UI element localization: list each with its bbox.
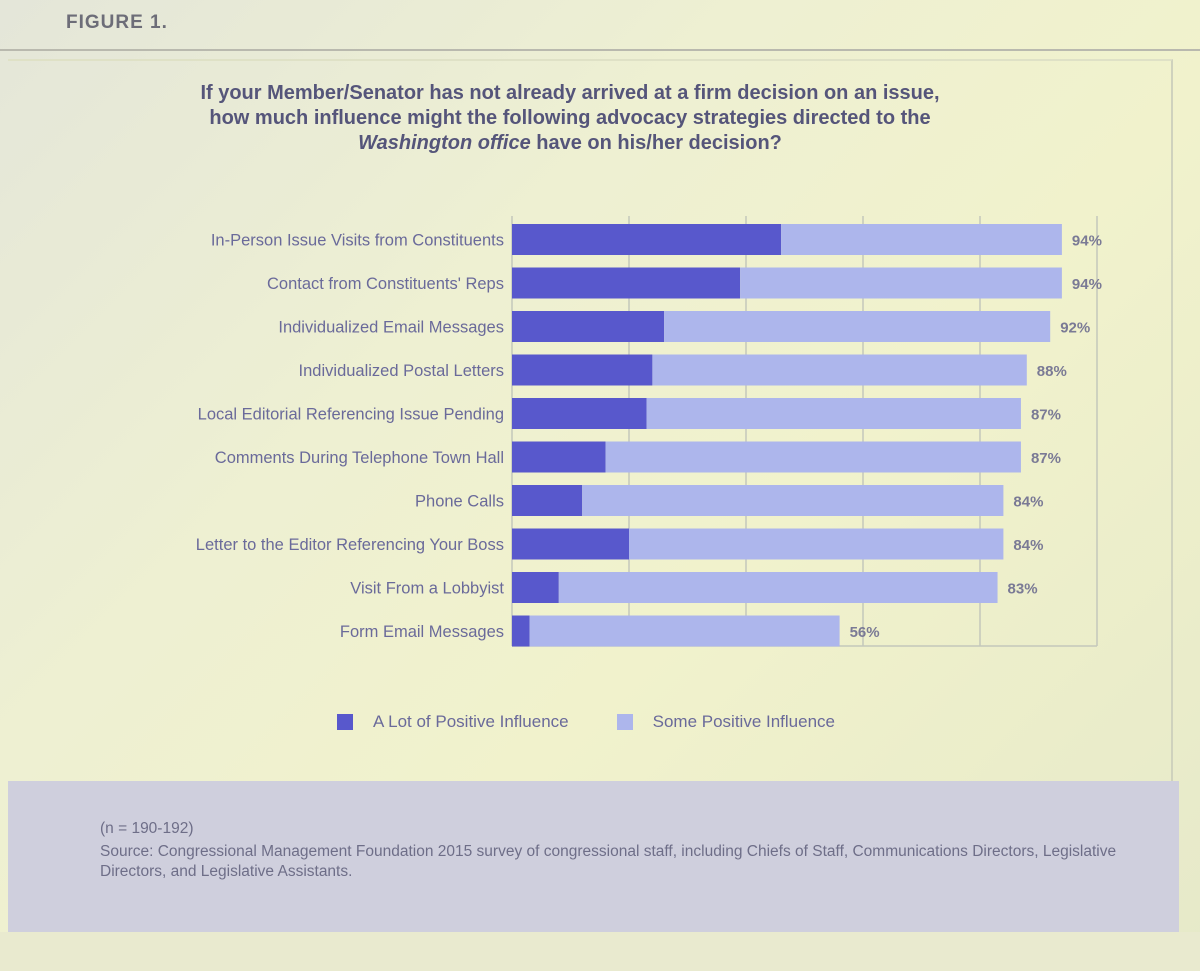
total-value-label: 56% xyxy=(850,624,880,641)
bar-some-positive xyxy=(605,441,1021,473)
stacked-bar-chart: In-Person Issue Visits from Constituents… xyxy=(196,216,1102,647)
category-label: Individualized Postal Letters xyxy=(299,362,504,380)
legend-item-some: Some Positive Influence xyxy=(616,712,836,732)
bar-some-positive xyxy=(664,311,1051,342)
bar-a-lot-positive xyxy=(512,528,629,560)
question-line-1: If your Member/Senator has not already a… xyxy=(200,82,940,104)
category-label: Form Email Messages xyxy=(340,623,504,641)
bar-a-lot-positive xyxy=(512,311,665,342)
total-value-label: 83% xyxy=(1008,581,1038,598)
category-label: Contact from Constituents' Reps xyxy=(267,275,504,293)
total-value-label: 87% xyxy=(1031,407,1061,424)
question-line-3: Washington office have on his/her decisi… xyxy=(120,131,1020,156)
legend-label-some: Some Positive Influence xyxy=(652,712,836,731)
category-label: In-Person Issue Visits from Constituents xyxy=(211,232,504,250)
bar-a-lot-positive xyxy=(512,441,606,473)
bar-some-positive xyxy=(629,528,1004,560)
total-value-label: 92% xyxy=(1060,320,1090,337)
bar-a-lot-positive xyxy=(512,224,782,255)
bar-a-lot-positive xyxy=(512,485,583,516)
total-value-label: 94% xyxy=(1072,233,1102,250)
legend-label-a-lot: A Lot of Positive Influence xyxy=(373,712,569,731)
bar-some-positive xyxy=(740,267,1062,299)
bar-a-lot-positive xyxy=(512,615,530,647)
total-value-label: 84% xyxy=(1013,494,1043,511)
bar-a-lot-positive xyxy=(512,267,741,299)
legend-item-a-lot: A Lot of Positive Influence xyxy=(337,712,569,732)
category-label: Letter to the Editor Referencing Your Bo… xyxy=(196,536,504,554)
bar-some-positive xyxy=(652,354,1027,386)
category-label: Local Editorial Referencing Issue Pendin… xyxy=(198,406,504,424)
chart-panel: If your Member/Senator has not already a… xyxy=(0,51,1200,783)
chart-question: If your Member/Senator has not already a… xyxy=(120,81,1020,156)
bar-a-lot-positive xyxy=(512,572,559,603)
question-line-3-rest: have on his/her decision? xyxy=(530,132,782,154)
bar-some-positive xyxy=(529,615,840,647)
category-label: Phone Calls xyxy=(415,493,504,511)
bar-some-positive xyxy=(646,398,1021,429)
chart-footer: (n = 190-192) Source: Congressional Mana… xyxy=(8,781,1179,932)
legend-swatch-some xyxy=(616,714,633,730)
bar-some-positive xyxy=(781,224,1062,255)
panel-frame xyxy=(8,59,1173,783)
category-label: Individualized Email Messages xyxy=(278,319,504,337)
figure-label: FIGURE 1. xyxy=(66,12,168,33)
category-label: Comments During Telephone Town Hall xyxy=(215,449,504,467)
question-line-2: how much influence might the following a… xyxy=(209,107,931,129)
bar-some-positive xyxy=(582,485,1004,516)
total-value-label: 84% xyxy=(1013,537,1043,554)
total-value-label: 87% xyxy=(1031,450,1061,467)
bottom-strip xyxy=(0,932,1200,971)
legend-swatch-a-lot xyxy=(337,714,353,730)
bar-a-lot-positive xyxy=(512,398,647,429)
bar-a-lot-positive xyxy=(512,354,653,386)
question-emphasis: Washington office xyxy=(358,132,531,154)
total-value-label: 94% xyxy=(1072,276,1102,293)
category-label: Visit From a Lobbyist xyxy=(350,580,504,598)
source-note: Source: Congressional Management Foundat… xyxy=(100,843,1117,880)
sample-size-note: (n = 190-192) xyxy=(100,820,194,837)
figure-divider xyxy=(0,49,1200,51)
bar-some-positive xyxy=(558,572,998,603)
chart-legend: A Lot of Positive Influence Some Positiv… xyxy=(337,712,883,732)
total-value-label: 88% xyxy=(1037,363,1067,380)
